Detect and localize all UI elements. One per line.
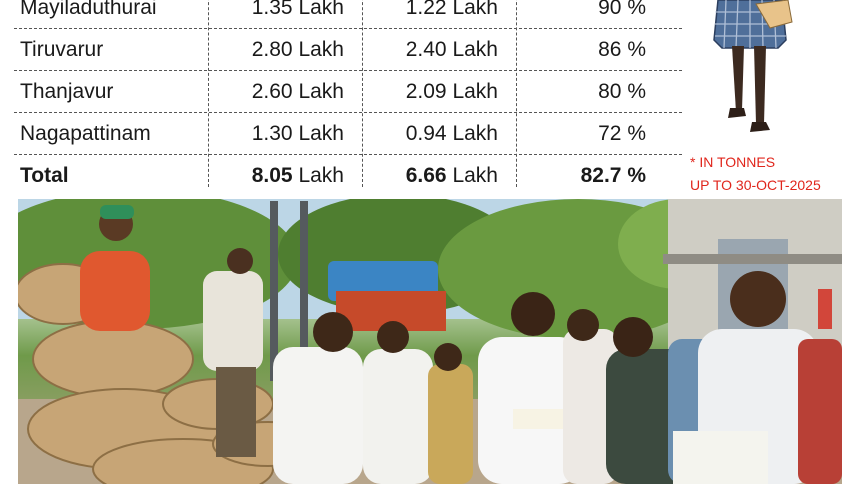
district-name: Tiruvarur (20, 38, 104, 61)
unit: Lakh (298, 38, 344, 61)
percentage: 72 (598, 122, 622, 145)
unit: Lakh (298, 80, 344, 103)
value: 0.94 (405, 122, 447, 145)
value: 2.80 (251, 38, 293, 61)
column-divider (208, 0, 209, 187)
paddy-procurement-table: Mayiladuthurai 1.35 Lakh 1.22 Lakh 90 % … (14, 0, 682, 196)
percent-sign: % (627, 80, 646, 103)
percentage: 80 (598, 80, 622, 103)
unit: Lakh (298, 164, 344, 187)
unit: Lakh (452, 122, 498, 145)
column-divider (362, 0, 363, 187)
total-label: Total (20, 164, 69, 187)
total-value: 6.66 (405, 164, 447, 187)
farmer-illustration (700, 0, 800, 148)
table-row: Tiruvarur 2.80 Lakh 2.40 Lakh 86 % (14, 29, 682, 71)
date-note: UP TO 30-OCT-2025 (690, 177, 821, 193)
value: 2.40 (405, 38, 447, 61)
column-divider (516, 0, 517, 187)
unit: Lakh (452, 0, 498, 19)
unit: Lakh (298, 122, 344, 145)
percent-sign: % (627, 164, 646, 187)
value: 1.22 (405, 0, 447, 19)
district-name: Nagapattinam (20, 122, 151, 145)
unit: Lakh (452, 80, 498, 103)
table-row: Mayiladuthurai 1.35 Lakh 1.22 Lakh 90 % (14, 0, 682, 29)
percentage: 90 (598, 0, 622, 19)
unit-note: * IN TONNES (690, 154, 776, 170)
percent-sign: % (627, 0, 646, 19)
table-row: Thanjavur 2.60 Lakh 2.09 Lakh 80 % (14, 71, 682, 113)
percent-sign: % (627, 38, 646, 61)
value: 1.35 (251, 0, 293, 19)
news-photo (18, 199, 842, 484)
total-value: 8.05 (251, 164, 293, 187)
percentage: 86 (598, 38, 622, 61)
value: 2.09 (405, 80, 447, 103)
district-name: Mayiladuthurai (20, 0, 157, 19)
value: 2.60 (251, 80, 293, 103)
unit: Lakh (452, 164, 498, 187)
value: 1.30 (251, 122, 293, 145)
table-row: Nagapattinam 1.30 Lakh 0.94 Lakh 72 % (14, 113, 682, 155)
table-total-row: Total 8.05 Lakh 6.66 Lakh 82.7 % (14, 155, 682, 196)
district-name: Thanjavur (20, 80, 114, 103)
total-percentage: 82.7 (580, 164, 622, 187)
percent-sign: % (627, 122, 646, 145)
unit: Lakh (452, 38, 498, 61)
unit: Lakh (298, 0, 344, 19)
